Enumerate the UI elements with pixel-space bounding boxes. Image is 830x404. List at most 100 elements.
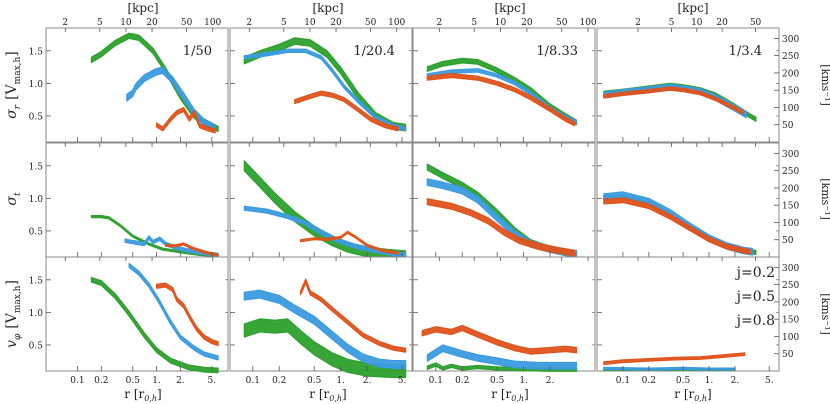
x-axis-label-col3-end: ] [524, 387, 529, 401]
kpc-tick-label: 20 [330, 18, 342, 28]
right-axis-label-row3: [kms⁻¹] [819, 293, 830, 335]
right-axis-label-row2: [kms⁻¹] [819, 178, 830, 220]
x-tick-label: 2. [731, 376, 740, 386]
kpc-tick-label: 5 [471, 18, 477, 28]
row-label-v-phi-unit-sub: max,h [13, 285, 23, 313]
x-axis-label-col1-sub: 0,h [144, 394, 157, 403]
kpc-tick-label: 50 [556, 18, 568, 28]
panel-frame [45, 142, 229, 258]
x-tick-label: 0.5 [676, 376, 691, 386]
right-tick-label: 100 [782, 219, 799, 229]
x-axis-label-col4-end: ] [707, 387, 712, 401]
kpc-tick-label: 2 [246, 18, 252, 28]
kpc-tick-label: 100 [388, 18, 405, 28]
x-axis-label-col2: r [r0,h] [309, 387, 346, 403]
series-band-j05 [426, 344, 578, 370]
top-axis-label-col1: [kpc] [127, 1, 158, 15]
legend-entry-j02: j=0.2 [735, 265, 775, 281]
x-tick-label: 0.2 [455, 376, 469, 386]
panel-r2-c3 [412, 142, 596, 258]
y-tick-label: 0.5 [29, 341, 44, 351]
row-label-v-phi-unit: [V [4, 312, 20, 328]
panel-frame [412, 256, 596, 372]
panel-r3-c3: 0.1 0.2 0.5 1. 2. [412, 256, 596, 386]
x-tick-label: 5. [208, 376, 217, 386]
kpc-tick-label: 2 [436, 18, 442, 28]
kpc-tick-label: 20 [716, 18, 728, 28]
y-tick-label: 0.5 [29, 112, 44, 122]
series-band-j08 [165, 242, 219, 257]
panel-frame [596, 27, 780, 143]
series-band-j05 [243, 289, 407, 369]
column-title-2: 1/20.4 [353, 44, 395, 59]
right-tick-label: 200 [782, 184, 799, 194]
right-tick-label: 150 [782, 202, 799, 212]
series-band-j08 [300, 278, 407, 353]
panel-r1-c1: 0.5 1.0 1.5 2 5 10 20 50 100 [29, 18, 229, 143]
panel-frame [412, 142, 596, 258]
kpc-tick-label: 50 [365, 18, 377, 28]
right-tick-label: 50 [782, 236, 794, 246]
kpc-tick-label: 5 [97, 18, 103, 28]
column-title-4: 1/3.4 [729, 44, 762, 59]
row-label-sigma-r-sub: r [13, 104, 23, 109]
row-label-sigma-t-sub: t [13, 192, 23, 196]
right-tick-label: 200 [782, 69, 799, 79]
kpc-tick-label: 10 [691, 18, 703, 28]
x-tick-label: 0.2 [642, 376, 656, 386]
x-tick-label: 0.1 [246, 376, 260, 386]
series-band-j05 [603, 366, 736, 371]
y-tick-label: 1.5 [29, 162, 44, 172]
x-tick-label: 2. [176, 376, 185, 386]
right-tick-label: 250 [782, 52, 799, 62]
right-tick-label: 150 [782, 87, 799, 97]
series-band-j08 [603, 352, 746, 366]
x-tick-label: 2. [363, 376, 372, 386]
x-axis-label-col4: r [r0,h] [674, 387, 711, 403]
kpc-tick-label: 50 [750, 18, 762, 28]
panel-r3-c4: 50 100 150 200 250 300 0.1 0.2 0.5 1. 2. 5. [596, 256, 799, 386]
right-tick-label: 300 [782, 264, 799, 274]
x-axis-label-col2-main: r [r [309, 387, 329, 401]
kpc-tick-label: 20 [146, 18, 158, 28]
series-band-j08 [603, 197, 751, 255]
right-tick-label: 300 [782, 35, 799, 45]
right-tick-label: 100 [782, 333, 799, 343]
x-tick-label: 0.1 [70, 376, 84, 386]
panel-r2-c2 [229, 142, 413, 262]
x-tick-label: 1. [152, 376, 161, 386]
x-axis-label-col3-sub: 0,h [511, 394, 524, 403]
series-band-j05 [243, 48, 407, 132]
panel-frame [596, 256, 780, 372]
top-axis-label-col4: [kpc] [677, 1, 708, 15]
x-tick-label: 0.1 [616, 376, 630, 386]
right-tick-label: 250 [782, 281, 799, 291]
series-band-j08 [300, 230, 399, 255]
right-tick-label: 150 [782, 316, 799, 326]
right-tick-label: 200 [782, 298, 799, 308]
series-band-j02 [243, 318, 407, 379]
x-axis-label-col4-main: r [r [674, 387, 694, 401]
x-axis-label-col2-end: ] [342, 387, 347, 401]
x-axis-label-col2-sub: 0,h [329, 394, 342, 403]
x-tick-label: 0.1 [429, 376, 443, 386]
x-axis-label-col1-end: ] [157, 387, 162, 401]
kpc-tick-label: 20 [521, 18, 533, 28]
x-tick-label: 1. [336, 376, 345, 386]
panels-layer: 0.51.01.52 5 10 20 50 1000.51.01.50.51.01.50.… [29, 18, 800, 386]
right-tick-label: 300 [782, 150, 799, 160]
x-tick-label: 5. [398, 376, 407, 386]
kpc-tick-label: 10 [120, 18, 132, 28]
x-tick-label: 5. [765, 376, 774, 386]
series-band-j08 [421, 324, 578, 355]
right-tick-label: 100 [782, 104, 799, 114]
panel-r1-c2: 2 5 10 20 50 100 [229, 18, 413, 143]
y-tick-label: 1.0 [29, 80, 44, 90]
panel-r3-c1: 0.5 1.0 1.5 0.1 0.2 0.5 1. 2. 5. [29, 256, 229, 386]
top-axis-label-col2: [kpc] [312, 1, 343, 15]
kpc-tick-label: 50 [181, 18, 193, 28]
top-axis-label-col3: [kpc] [494, 1, 525, 15]
right-axis-label-row1: [kms⁻¹] [819, 64, 830, 106]
x-axis-label-col1-main: r [r [124, 387, 144, 401]
